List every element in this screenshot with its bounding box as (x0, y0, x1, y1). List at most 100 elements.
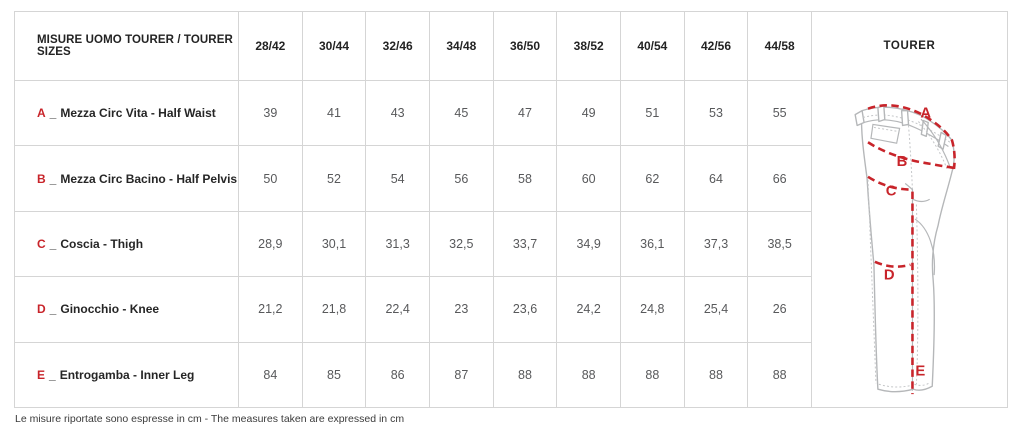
measure-value: 34,9 (557, 211, 621, 278)
row-label-text: Ginocchio - Knee (60, 302, 160, 317)
measure-value: 64 (684, 146, 749, 212)
crotch-wrinkle (912, 198, 930, 203)
measure-value: 30,1 (302, 211, 367, 278)
measure-line-a (867, 104, 956, 170)
row-letter-b: B (37, 171, 46, 186)
marker-c-label: C (886, 184, 897, 200)
size-col-header-40-54: 40/54 (621, 12, 685, 81)
measure-value: 33,7 (493, 211, 558, 278)
measure-value: 58 (493, 146, 558, 212)
belt-loop (877, 105, 886, 123)
measure-value: 52 (302, 146, 367, 212)
measure-line-b (867, 141, 955, 170)
measure-value: 53 (684, 81, 749, 147)
marker-e-label: E (915, 363, 925, 379)
measure-value: 50 (239, 146, 303, 212)
measure-value: 62 (621, 146, 685, 212)
measure-value: 88 (748, 342, 812, 408)
row-separator: _ (49, 367, 56, 382)
left-hem-stitching (878, 383, 912, 388)
measure-value: 23,6 (493, 277, 558, 343)
row-letter-d: D (37, 302, 46, 317)
measure-line-c (867, 175, 913, 191)
measure-value: 60 (557, 146, 621, 212)
measure-value: 23 (430, 277, 494, 343)
fly-curve (904, 183, 914, 191)
pants-drawing: A B C D E (854, 104, 956, 395)
size-chart-table: MISURE UOMO TOURER / TOURER SIZES 28/42 … (14, 11, 1008, 408)
measure-value: 85 (302, 342, 367, 408)
measure-value: 84 (239, 342, 303, 408)
right-hem-stitching (914, 381, 931, 386)
measure-value: 21,8 (302, 277, 367, 343)
right-leg-stitching (915, 204, 919, 385)
measure-value: 66 (748, 146, 812, 212)
measure-value: 26 (748, 277, 812, 343)
measure-value: 41 (302, 81, 367, 147)
table-title: MISURE UOMO TOURER / TOURER SIZES (15, 12, 239, 81)
row-letter-c: C (37, 236, 46, 251)
row-label-text: Coscia - Thigh (60, 236, 144, 251)
measure-value: 51 (621, 81, 685, 147)
measure-value: 32,5 (430, 211, 494, 278)
row-separator: _ (49, 106, 57, 121)
size-col-header-42-56: 42/56 (684, 12, 749, 81)
measure-value: 28,9 (239, 211, 303, 278)
measure-value: 36,1 (621, 211, 685, 278)
row-label-a: A _ Mezza Circ Vita - Half Waist (15, 81, 239, 147)
measure-value: 86 (366, 342, 430, 408)
row-separator: _ (49, 302, 57, 317)
knee-seam (914, 218, 936, 276)
size-col-header-30-44: 30/44 (302, 12, 367, 81)
size-col-header-32-46: 32/46 (366, 12, 430, 81)
size-col-header-34-48: 34/48 (430, 12, 494, 81)
measure-value: 54 (366, 146, 430, 212)
fly-stitching (908, 125, 913, 190)
belt-loop (900, 109, 910, 127)
measure-value: 88 (493, 342, 558, 408)
marker-a-label: A (920, 106, 931, 122)
tourer-pants-illustration: A B C D E (812, 81, 1008, 408)
measure-value: 22,4 (366, 277, 430, 343)
measure-value: 56 (430, 146, 494, 212)
row-label-e: E _ Entrogamba - Inner Leg (15, 342, 239, 408)
left-leg-stitching (867, 179, 877, 384)
marker-b-label: B (897, 154, 908, 170)
measure-value: 87 (430, 342, 494, 408)
row-label-b: B _ Mezza Circ Bacino - Half Pelvis (15, 146, 239, 212)
size-col-header-28-42: 28/42 (239, 12, 303, 81)
marker-d-label: D (884, 268, 895, 284)
row-label-c: C _ Coscia - Thigh (15, 211, 239, 278)
measure-value: 24,2 (557, 277, 621, 343)
size-col-header-44-58: 44/58 (748, 12, 812, 81)
row-letter-e: E (37, 367, 46, 382)
measure-value: 38,5 (748, 211, 812, 278)
front-pocket-stitching (918, 121, 948, 170)
size-col-header-36-50: 36/50 (493, 12, 558, 81)
measure-value: 25,4 (684, 277, 749, 343)
belt-tab (854, 109, 865, 127)
measure-value: 88 (684, 342, 749, 408)
measure-value: 21,2 (239, 277, 303, 343)
row-separator: _ (49, 171, 57, 186)
measure-value: 88 (621, 342, 685, 408)
row-letter-a: A (37, 106, 46, 121)
measure-value: 88 (557, 342, 621, 408)
measure-value: 45 (430, 81, 494, 147)
row-label-text: Mezza Circ Bacino - Half Pelvis (60, 171, 238, 186)
front-pocket-curve (920, 118, 951, 168)
measure-line-d (874, 260, 911, 268)
pants-silhouette (860, 106, 955, 393)
measure-value: 24,8 (621, 277, 685, 343)
row-label-d: D _ Ginocchio - Knee (15, 277, 239, 343)
back-pocket (870, 123, 901, 144)
measure-value: 55 (748, 81, 812, 147)
units-footnote: Le misure riportate sono espresse in cm … (15, 413, 405, 425)
measure-value: 47 (493, 81, 558, 147)
row-label-text: Entrogamba - Inner Leg (59, 367, 195, 382)
row-separator: _ (49, 236, 57, 251)
measure-value: 31,3 (366, 211, 430, 278)
tourer-column-header: TOURER (812, 12, 1008, 81)
measure-value: 37,3 (684, 211, 749, 278)
size-col-header-38-52: 38/52 (557, 12, 621, 81)
